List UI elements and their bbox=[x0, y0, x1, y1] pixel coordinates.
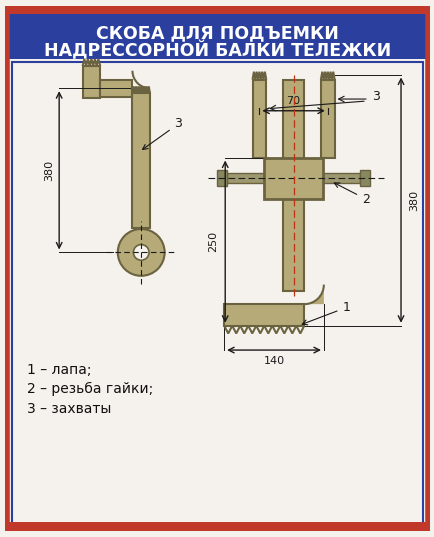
Bar bbox=[320, 79, 334, 158]
Text: СКОБА ДЛЯ ПОДЪЕМКИ: СКОБА ДЛЯ ПОДЪЕМКИ bbox=[96, 25, 338, 42]
Bar bbox=[282, 79, 304, 292]
Bar bbox=[100, 79, 132, 97]
Text: 3: 3 bbox=[142, 118, 182, 149]
Bar bbox=[264, 158, 322, 199]
Bar bbox=[217, 170, 227, 186]
Bar bbox=[252, 79, 266, 158]
Bar bbox=[224, 304, 304, 325]
Bar bbox=[7, 522, 427, 529]
Text: 2 – резьба гайки;: 2 – резьба гайки; bbox=[27, 382, 153, 396]
Text: 140: 140 bbox=[263, 356, 284, 366]
Bar bbox=[12, 62, 423, 524]
Text: 70: 70 bbox=[286, 96, 300, 106]
Bar bbox=[322, 173, 359, 183]
Text: 380: 380 bbox=[408, 190, 418, 211]
Text: 3 – захваты: 3 – захваты bbox=[27, 402, 111, 416]
Bar bbox=[7, 8, 427, 14]
Bar bbox=[359, 170, 369, 186]
Text: 3: 3 bbox=[371, 90, 379, 103]
Bar bbox=[132, 93, 150, 228]
Text: 250: 250 bbox=[208, 231, 218, 252]
Bar bbox=[10, 10, 425, 59]
Text: 2: 2 bbox=[333, 183, 369, 206]
Circle shape bbox=[133, 244, 149, 260]
Text: 1 – лапа;: 1 – лапа; bbox=[27, 362, 91, 376]
Circle shape bbox=[118, 229, 164, 276]
Text: НАДРЕССОРНОЙ БАЛКИ ТЕЛЕЖКИ: НАДРЕССОРНОЙ БАЛКИ ТЕЛЕЖКИ bbox=[44, 41, 390, 60]
Text: 1: 1 bbox=[302, 301, 349, 325]
Text: 380: 380 bbox=[44, 160, 54, 181]
Bar bbox=[227, 173, 264, 183]
Bar bbox=[82, 66, 100, 98]
Polygon shape bbox=[304, 285, 323, 304]
